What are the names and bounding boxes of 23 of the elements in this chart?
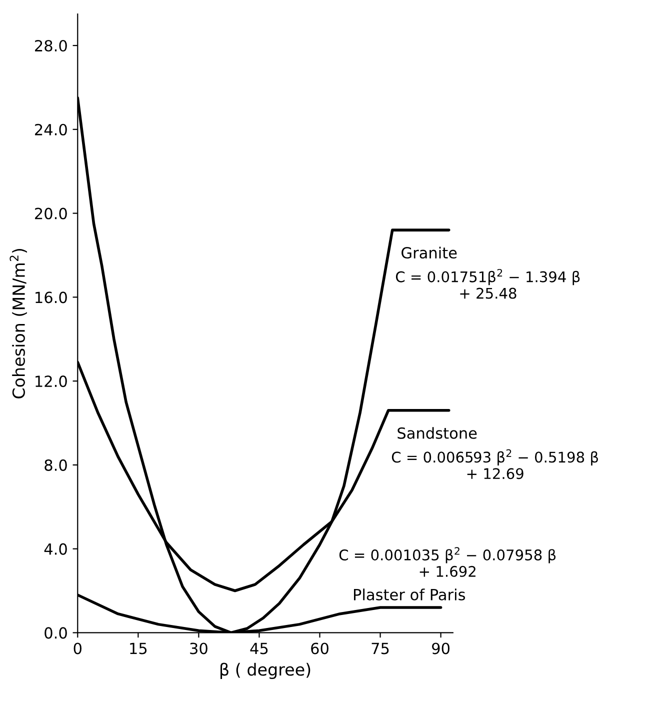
y-tick-label: 12.0	[36, 376, 67, 388]
x-axis-title: β ( degree)	[220, 662, 310, 679]
annotation: C = 0.01751β$^{2}$ − 1.394 β + 25.48	[396, 268, 580, 299]
series-label: Granite	[402, 246, 457, 259]
annotation: C = 0.001035 β$^{2}$ − 0.07958 β + 1.692	[339, 547, 556, 577]
series-label: Sandstone	[398, 427, 477, 439]
x-tick-label: 0	[74, 642, 82, 654]
x-tick-label: 30	[190, 642, 208, 654]
x-tick-label: 75	[372, 642, 389, 654]
y-tick-label: 24.0	[35, 124, 67, 136]
x-tick-label: 90	[432, 642, 450, 654]
y-tick-label: 8.0	[44, 459, 67, 471]
x-tick-label: 60	[311, 642, 328, 654]
series-label: Plaster of Paris	[354, 588, 466, 600]
y-tick-label: 4.0	[44, 543, 67, 555]
y-tick-label: 0.0	[44, 627, 67, 639]
y-tick-label: 16.0	[36, 292, 67, 304]
y-axis-title: Cohesion (MN/m$^{2}$)	[10, 248, 27, 398]
x-tick-label: 15	[130, 642, 147, 654]
annotation: C = 0.006593 β$^{2}$ − 0.5198 β + 12.69	[392, 449, 598, 480]
x-tick-label: 45	[250, 642, 268, 654]
y-tick-label: 28.0	[35, 40, 67, 52]
y-tick-label: 20.0	[35, 208, 67, 220]
